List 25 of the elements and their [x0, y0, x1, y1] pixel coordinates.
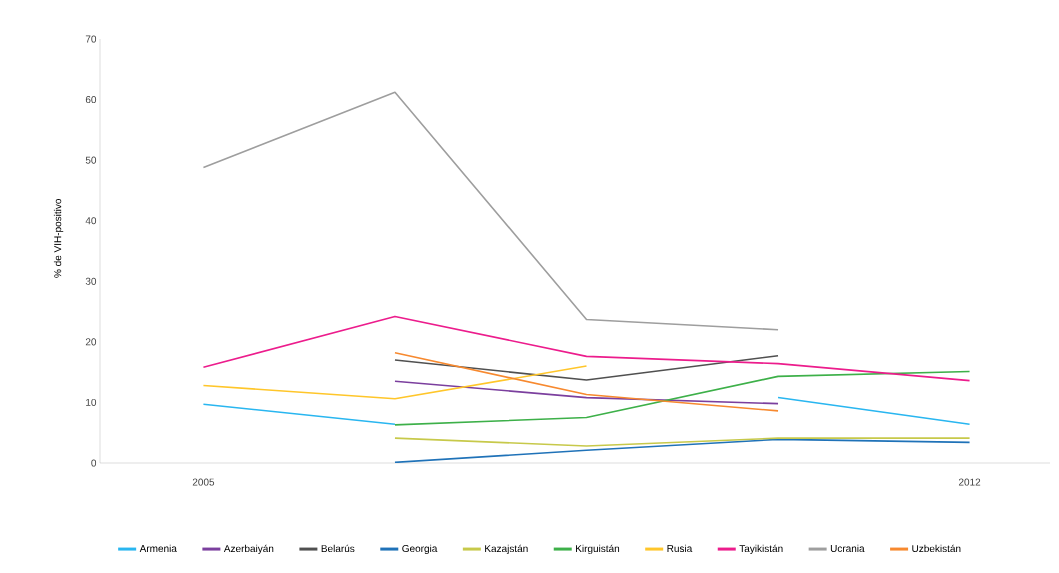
y-tick-label: 70 — [85, 35, 97, 43]
y-tick-label: 30 — [85, 277, 97, 285]
y-tick-label: 40 — [85, 217, 97, 225]
legend-label: Rusia — [667, 544, 693, 553]
line-series — [202, 315, 971, 382]
legend-label: Tayikistán — [739, 544, 783, 555]
x-tick-label: 2012 — [958, 478, 981, 486]
y-tick-label: 60 — [85, 96, 97, 104]
y-tick-label: 10 — [86, 398, 97, 406]
y-tick-label: 50 — [85, 156, 97, 164]
legend-label: Georgia — [402, 544, 438, 555]
line-series — [202, 91, 779, 331]
line-series — [394, 370, 971, 426]
legend-label: Azerbaiyán — [223, 544, 274, 555]
x-tick-label: 2005 — [192, 478, 215, 486]
y-tick-label: 0 — [91, 459, 97, 467]
legend-label: Ucrania — [830, 544, 865, 553]
y-axis-title: % de VIH-positivo — [53, 198, 64, 278]
legend-label: Kazajstán — [485, 544, 528, 555]
line-series — [394, 438, 971, 463]
legend-label: Kirguistán — [576, 544, 620, 555]
legend-label: Armenia — [139, 544, 177, 553]
legend-label: Uzbekistán — [912, 544, 961, 553]
legend-label: Belarús — [321, 544, 355, 553]
y-tick-label: 20 — [85, 338, 97, 346]
